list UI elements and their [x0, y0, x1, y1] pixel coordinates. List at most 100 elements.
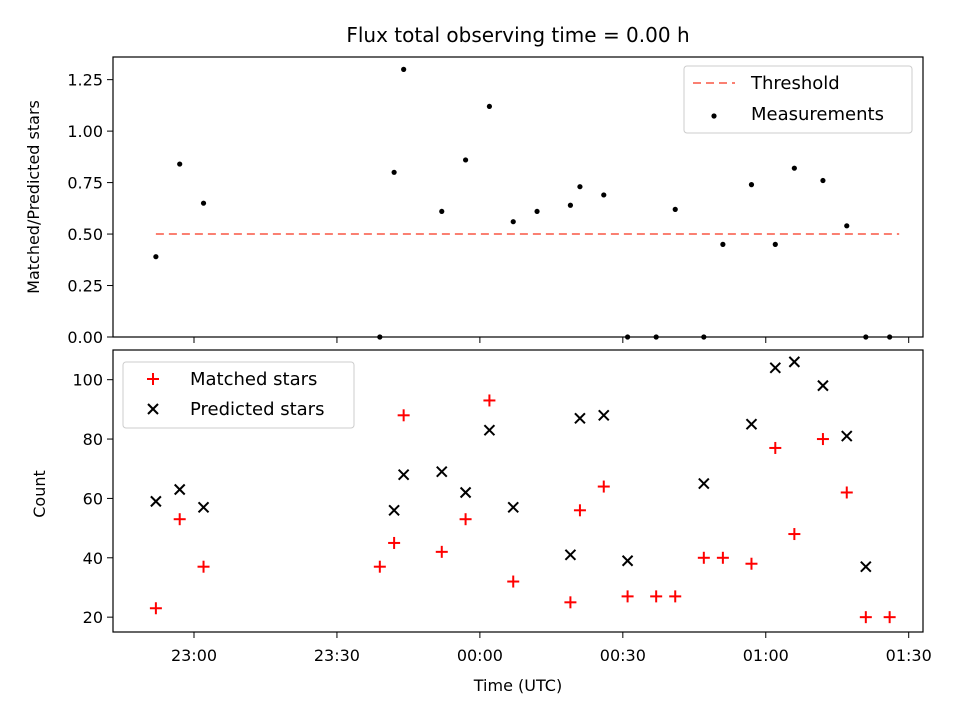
measurement-point	[391, 169, 397, 175]
predicted-star-point	[598, 409, 610, 422]
predicted-star-point	[197, 501, 210, 514]
predicted-star-point	[817, 379, 829, 392]
predicted-star-point	[788, 356, 801, 368]
matched-star-point	[564, 596, 577, 609]
measurement-point	[200, 200, 207, 206]
bottom-y-tick-label: 40	[83, 549, 103, 568]
measurement-points	[153, 66, 893, 340]
matched-star-point	[197, 560, 210, 573]
top-y-tick-label: 1.25	[67, 71, 103, 90]
matched-star-point	[507, 575, 520, 588]
matched-star-point	[435, 545, 448, 558]
bottom-x-tick-label: 23:30	[314, 646, 360, 665]
top-y-tick-label: 1.00	[67, 122, 103, 141]
matched-star-point	[859, 611, 872, 624]
matched-legend-swatch	[147, 373, 159, 385]
bottom-x-ticks: 23:00 23:30 00:00 00:30 01:00 01:30	[171, 632, 932, 665]
bottom-y-ticks: 20 40 60 80 100	[72, 371, 113, 627]
bottom-xlabel: Time (UTC)	[473, 676, 562, 695]
bottom-y-tick-label: 100	[72, 371, 103, 390]
count-points	[149, 356, 896, 624]
matched-star-point	[397, 409, 410, 422]
matched-star-point	[149, 602, 162, 615]
top-y-ticks: 0.00 0.25 0.50 0.75 1.00 1.25	[67, 71, 113, 347]
predicted-star-point	[574, 412, 586, 424]
top-y-tick-label: 0.50	[67, 225, 103, 244]
bottom-y-tick-label: 60	[83, 489, 103, 508]
bottom-panel: Count Time (UTC) 20 40 60 80 100 23:00 23:30 0…	[30, 349, 932, 695]
bottom-x-tick-label: 23:00	[171, 646, 217, 665]
measurement-point	[486, 103, 493, 110]
matched-star-point	[769, 441, 782, 454]
bottom-x-tick-label: 01:00	[743, 646, 789, 665]
threshold-legend-label: Threshold	[750, 73, 840, 94]
matched-star-point	[483, 394, 496, 407]
top-y-tick-label: 0.75	[67, 174, 103, 193]
predicted-legend-swatch	[147, 403, 159, 415]
measurement-point	[510, 219, 516, 225]
predicted-star-point	[507, 501, 519, 514]
measurement-point	[401, 66, 407, 72]
predicted-star-point	[173, 483, 186, 496]
predicted-star-point	[745, 418, 758, 430]
measurement-point	[791, 165, 797, 171]
top-panel: Flux total observing time = 0.00 h Match…	[24, 23, 924, 347]
matched-star-point	[388, 536, 401, 549]
matched-star-point	[816, 433, 829, 446]
measurement-point	[720, 241, 726, 247]
predicted-star-point	[459, 486, 472, 499]
measurement-point	[577, 184, 583, 190]
bottom-axes-frame	[112, 349, 924, 633]
measurement-point	[153, 254, 159, 260]
measurement-point	[439, 208, 445, 215]
matched-star-point	[716, 551, 729, 564]
matched-star-point	[459, 513, 472, 526]
bottom-ylabel: Count	[30, 470, 49, 518]
matched-star-point	[573, 504, 586, 517]
predicted-star-point	[150, 495, 162, 508]
measurement-point	[748, 182, 755, 188]
top-x-ticks	[193, 337, 910, 343]
measurements-legend-label: Measurements	[751, 104, 884, 125]
top-axes-frame	[112, 56, 924, 338]
predicted-star-point	[698, 477, 710, 490]
matched-star-point	[840, 486, 853, 499]
matched-legend-label: Matched stars	[190, 369, 317, 390]
measurement-point	[601, 192, 607, 198]
measurement-point	[567, 202, 574, 208]
matched-star-point	[669, 590, 682, 603]
measurement-point	[772, 241, 778, 247]
matched-star-point	[745, 557, 758, 570]
matched-star-point	[621, 590, 634, 603]
matched-star-point	[373, 560, 386, 573]
bottom-y-tick-label: 20	[83, 608, 103, 627]
matched-star-point	[597, 480, 610, 493]
measurements-legend-swatch	[711, 113, 717, 119]
matched-star-point	[697, 551, 710, 564]
measurement-point	[462, 157, 469, 163]
measurement-point	[534, 208, 540, 215]
bottom-x-tick-label: 00:00	[457, 646, 503, 665]
predicted-star-point	[388, 504, 400, 517]
bottom-legend: Matched stars Predicted stars	[122, 361, 355, 429]
predicted-star-point	[483, 424, 496, 436]
bottom-x-tick-label: 00:30	[600, 646, 646, 665]
matched-star-point	[883, 611, 896, 624]
top-title: Flux total observing time = 0.00 h	[346, 23, 689, 47]
top-y-tick-label: 0.00	[67, 328, 103, 347]
measurement-point	[672, 206, 678, 212]
predicted-star-point	[564, 549, 577, 561]
measurement-point	[177, 161, 183, 167]
matched-star-point	[173, 513, 186, 526]
measurement-point	[844, 223, 850, 229]
bottom-legend-box	[122, 361, 355, 429]
predicted-legend-label: Predicted stars	[190, 399, 324, 420]
bottom-x-tick-label: 01:30	[886, 646, 932, 665]
matched-star-point	[788, 528, 801, 541]
predicted-star-point	[769, 362, 782, 374]
top-legend: Threshold Measurements	[683, 65, 913, 134]
measurement-point	[820, 177, 826, 184]
predicted-star-point	[397, 468, 410, 481]
top-y-tick-label: 0.25	[67, 277, 103, 296]
